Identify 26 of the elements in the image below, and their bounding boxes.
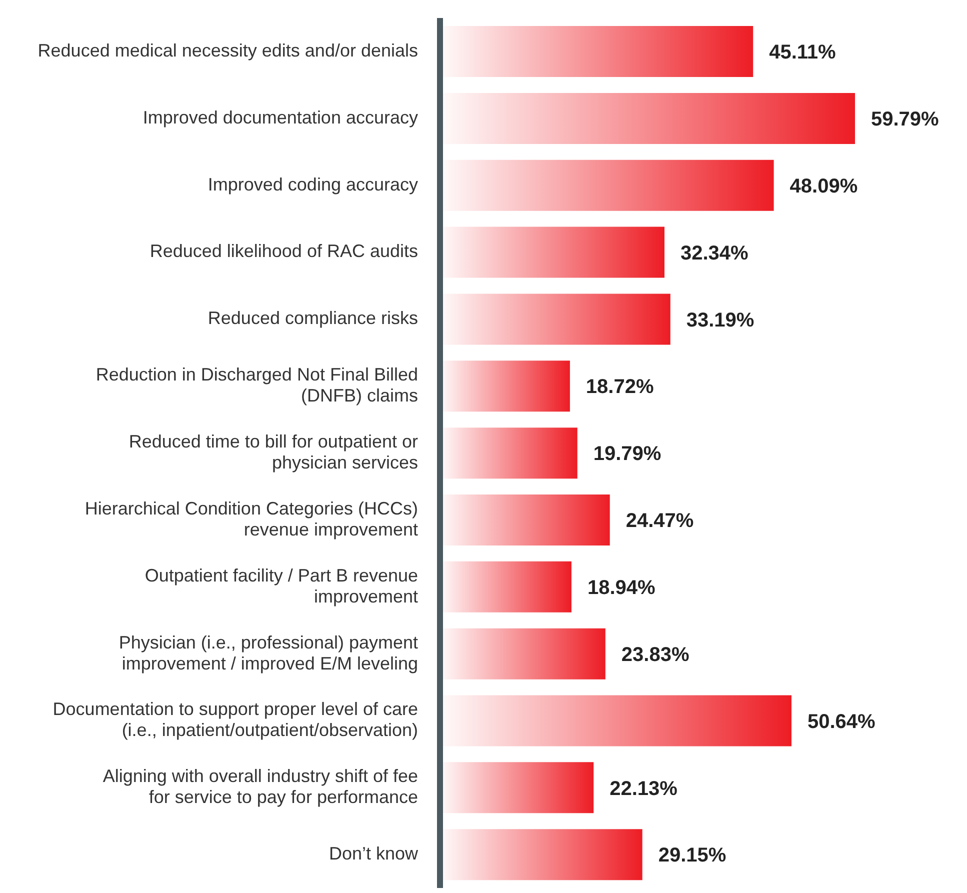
data-label: 48.09% bbox=[790, 175, 858, 198]
y-tick-label: Improved coding accuracy bbox=[208, 174, 418, 194]
data-label: 50.64% bbox=[807, 710, 876, 733]
y-tick-label: Improved documentation accuracy bbox=[142, 107, 418, 128]
data-label: 33.19% bbox=[686, 309, 754, 332]
y-tick-label: Documentation to support proper level of care (i.e., inpatient/outpatient/observation) bbox=[52, 698, 418, 740]
y-tick-label: Don’t know bbox=[328, 843, 419, 864]
y-tick-label: Reduced medical necessity edits and/or denials bbox=[38, 40, 418, 60]
y-tick-label: Hierarchical Condition Categories (HCCs) revenue improvement bbox=[84, 498, 418, 540]
data-label: 19.79% bbox=[593, 443, 662, 466]
data-label: 22.13% bbox=[610, 778, 678, 800]
y-tick-label: Reduced compliance risks bbox=[208, 308, 418, 328]
y-tick-label: Aligning with overall industry shift of fee for service to pay for performance bbox=[102, 766, 418, 807]
data-label: 18.94% bbox=[587, 577, 656, 600]
data-label: 45.11% bbox=[769, 42, 836, 64]
y-tick-label: Physician (i.e., professional) payment improvement / improved E/M leveling bbox=[118, 632, 418, 674]
y-tick-label: Reduced time to bill for outpatient or physician services bbox=[128, 431, 418, 472]
data-label: 24.47% bbox=[626, 510, 694, 532]
data-label: 29.15% bbox=[658, 844, 726, 867]
y-tick-label: Outpatient facility / Part B revenue improvement bbox=[144, 565, 418, 606]
y-tick-label: Reduction in Discharged Not Final Billed (DNFB) claims bbox=[96, 364, 418, 406]
data-label: 32.34% bbox=[680, 242, 749, 264]
data-label: 23.83% bbox=[621, 644, 690, 666]
data-label: 18.72% bbox=[586, 376, 654, 398]
y-tick-label: Reduced likelihood of RAC audits bbox=[150, 240, 418, 261]
data-label: 59.79% bbox=[871, 108, 940, 131]
